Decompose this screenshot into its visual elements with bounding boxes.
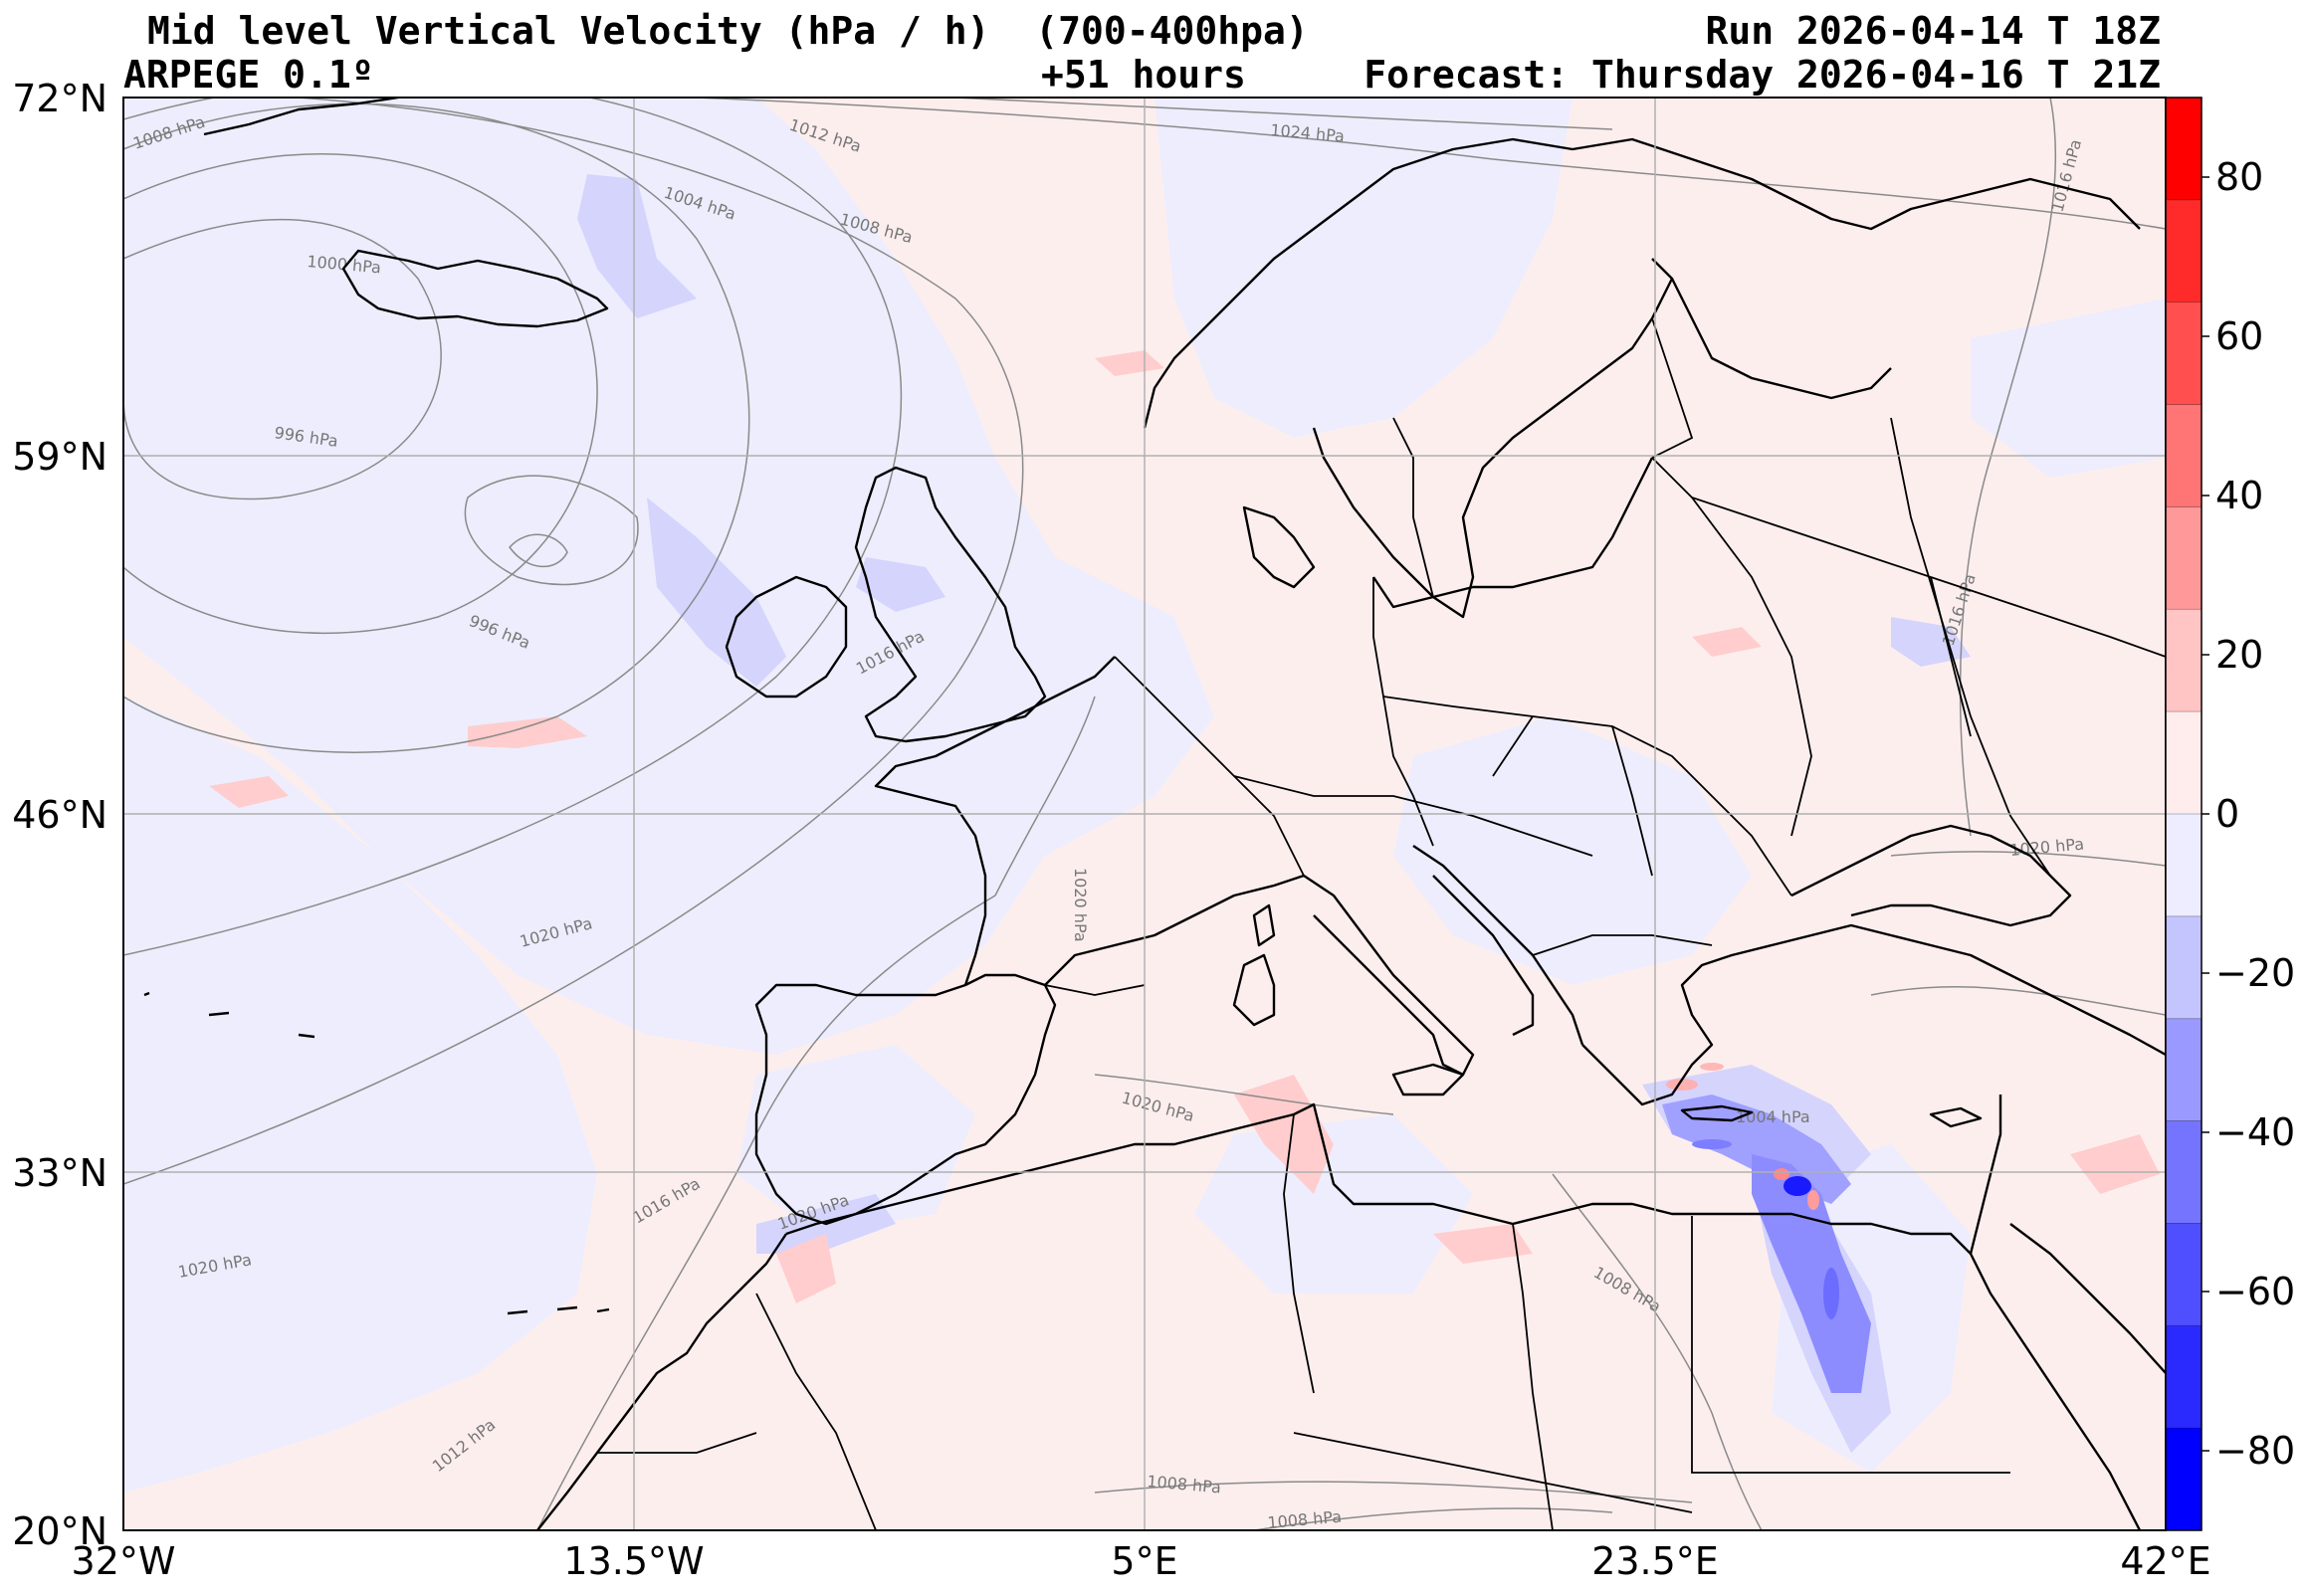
colorbar-segment [2166,404,2202,507]
colorbar-tick-label: −60 [2215,1270,2295,1313]
red-sea-coast [1969,1223,2166,1530]
lat-ticks: 72°N 59°N 46°N 33°N 20°N [12,77,107,1553]
canary-islands [507,1305,610,1315]
colorbar-segment [2166,814,2202,917]
lon-ticks: 32°W 13.5°W 5°E 23.5°E 42°E [72,1539,2211,1583]
ireland-coast [725,575,848,698]
colorbar-tick-label: 0 [2215,792,2239,836]
run-label: Run 2026-04-14 T 18Z [1705,9,2161,53]
sardinia-coast [1232,953,1276,1027]
lat-tick-label: 59°N [12,435,107,479]
lead-time-label: +51 hours [1041,53,1246,97]
africa-atlantic-coast [536,1233,787,1530]
forecast-label: Forecast: Thursday 2026-04-16 T 21Z [1364,53,2161,97]
corsica-coast [1252,903,1276,947]
gridlines [123,98,2166,1530]
colorbar-segment [2166,98,2202,201]
italy-coast [1303,875,1535,1077]
colorbar-tick-label: −80 [2215,1429,2295,1473]
great-britain-coast [854,466,1047,743]
map-title: Mid level Vertical Velocity (hPa / h) (7… [147,9,1309,53]
lon-tick-label: 32°W [72,1539,176,1583]
colorbar-segment [2166,1223,2202,1326]
colorbar-segment [2166,1018,2202,1122]
colorbar-tick-label: 20 [2215,633,2263,677]
sicily-coast [1391,1063,1465,1097]
colorbar-segment [2166,1120,2202,1224]
colorbar-segment [2166,506,2202,610]
model-label: ARPEGE 0.1º [123,53,374,97]
norway-coast [1143,137,2141,429]
colorbar-tick-label: 40 [2215,474,2263,517]
med-north-coast [1044,874,1305,986]
lon-tick-label: 13.5°W [563,1539,704,1583]
lat-tick-label: 33°N [12,1151,107,1195]
colorbar-segment [2166,1428,2202,1531]
denmark-coast [1242,505,1316,589]
isobar-label: 1020 hPa [1071,868,1090,942]
lat-tick-label: 46°N [12,793,107,837]
isobar-lines [123,98,2166,1530]
isobar-label: 1004 hPa [1736,1107,1810,1126]
colorbar-tick-label: 80 [2215,155,2263,199]
azores [143,991,315,1039]
north-africa-coast [785,1102,1972,1255]
cyprus-coast [1929,1106,1983,1128]
turkey-coast [1810,923,2166,1057]
lon-tick-label: 42°E [2120,1539,2210,1583]
lat-tick-label: 72°N [12,77,107,120]
colorbar-tick-label: 60 [2215,314,2263,358]
colorbar-segment [2166,711,2202,815]
colorbar-segment [2166,199,2202,303]
coastlines [143,98,2166,1530]
colorbar-segment [2166,1325,2202,1429]
crete-coast [1680,1104,1754,1122]
sweden-coast [1312,258,1674,619]
field-layer [123,98,2166,1493]
iberia-coast [754,973,1057,1226]
colorbar-tick-label: −20 [2215,951,2295,995]
colorbar-segment [2166,301,2202,406]
greece-coast [1581,933,1812,1106]
baltic-coast [1372,457,1654,609]
france-coast [874,656,1116,986]
country-borders [597,317,2166,1530]
lon-tick-label: 5°E [1111,1539,1177,1583]
iceland-coast [341,249,609,328]
finland-coast [1670,278,1892,400]
greenland-coast [203,98,399,136]
lon-tick-label: 23.5°E [1591,1539,1719,1583]
colorbar-tick-label: −40 [2215,1110,2295,1154]
levant-coast [1969,1095,2002,1255]
adriatic-coast [1412,845,1584,1046]
colorbar: 80 60 40 20 0 −20 −40 −60 −80 [2165,97,2295,1531]
colorbar-segment [2166,609,2202,712]
colorbar-segment [2166,915,2202,1020]
lat-tick-label: 20°N [12,1509,107,1553]
